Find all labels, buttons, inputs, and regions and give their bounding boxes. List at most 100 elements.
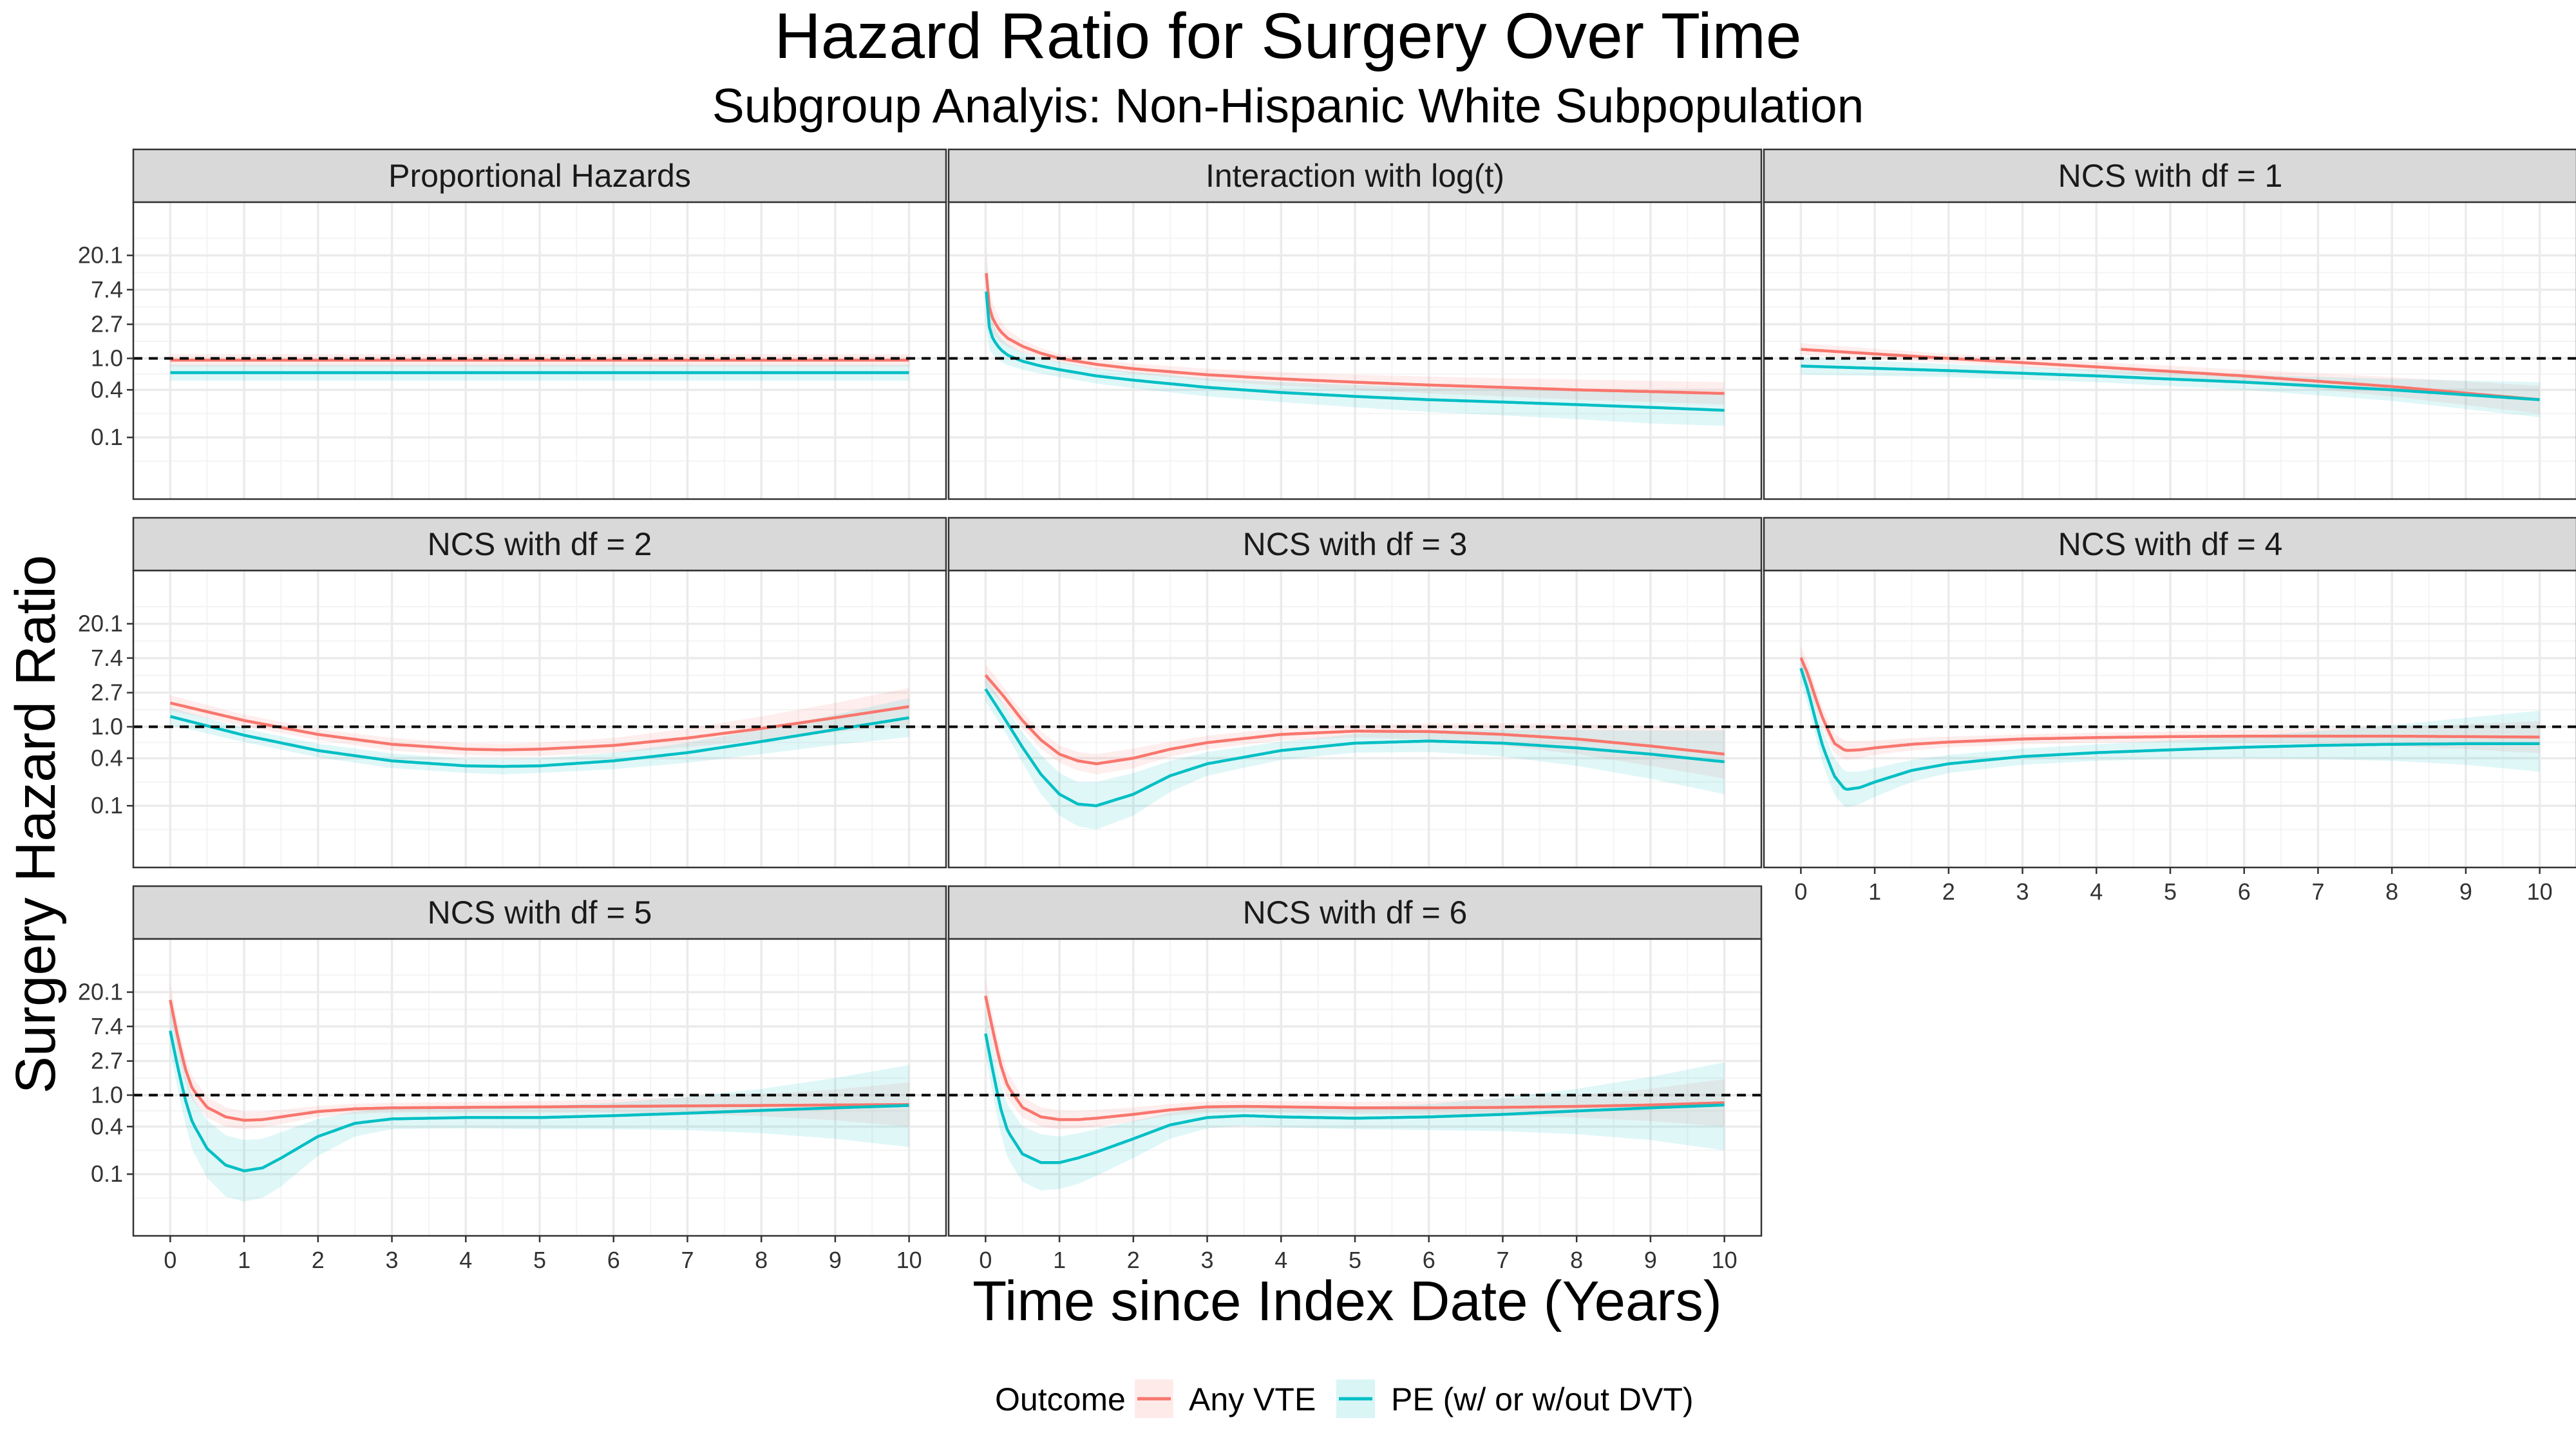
panel-data	[133, 983, 946, 1202]
y-tick-label: 2.7	[91, 311, 123, 337]
panel-data	[949, 664, 1761, 830]
x-tick-label: 10	[896, 1247, 922, 1273]
strip-background	[947, 148, 1763, 204]
x-tick-label: 8	[755, 1247, 768, 1273]
series-line	[985, 291, 1725, 412]
series-line	[1801, 348, 2540, 401]
x-tick-label: 2	[312, 1247, 325, 1273]
y-tick-label: 2.7	[91, 1048, 123, 1074]
y-tick-label: 0.4	[91, 744, 123, 771]
y-tick-label: 0.4	[91, 376, 123, 402]
x-tick-label: 2	[1127, 1247, 1140, 1273]
x-tick-label: 5	[2164, 878, 2177, 905]
panel-ncs-with-df-6: NCS with df = 6 0 1 2 3 4 5 6 7 8 9 10	[947, 885, 1763, 1273]
panel-border	[947, 201, 1763, 500]
y-axis-title: Surgery Hazard Ratio	[5, 555, 67, 1094]
series-line	[985, 272, 1725, 395]
x-tick-label: 3	[386, 1247, 399, 1273]
x-tick-label: 9	[2459, 878, 2472, 905]
y-tick-label: 20.1	[78, 979, 123, 1005]
panel-border	[947, 569, 1763, 869]
x-tick-label: 4	[2090, 878, 2103, 905]
panel-data	[1764, 646, 2576, 808]
chart-subtitle: Subgroup Analyis: Non-Hispanic White Sub…	[712, 79, 1864, 133]
y-tick-label: 7.4	[91, 276, 123, 303]
series-line	[169, 715, 909, 768]
series-line	[984, 688, 1725, 808]
strip-label: NCS with df = 1	[2058, 158, 2283, 194]
x-tick-label: 1	[1868, 878, 1881, 905]
strip-background	[1763, 148, 2576, 204]
x-tick-label: 7	[1496, 1247, 1509, 1273]
y-tick-label: 2.7	[91, 679, 123, 706]
panel-ncs-with-df-4: NCS with df = 4 0 1 2 3 4 5 6 7 8 9 10	[1763, 516, 2576, 905]
x-axis-title: Time since Index Date (Years)	[972, 1270, 1722, 1332]
x-tick-label: 8	[1570, 1247, 1583, 1273]
strip-label: NCS with df = 4	[2058, 526, 2283, 562]
y-tick-label: 1.0	[91, 1081, 123, 1108]
series-line	[169, 1030, 909, 1173]
y-tick-label: 7.4	[91, 645, 123, 671]
x-tick-label: 0	[1794, 878, 1807, 905]
x-tick-label: 1	[1053, 1247, 1066, 1273]
panel-data	[1764, 343, 2576, 417]
x-tick-label: 4	[1274, 1247, 1287, 1273]
strip-label: Proportional Hazards	[388, 158, 691, 194]
y-tick-label: 7.4	[91, 1013, 123, 1039]
x-tick-label: 8	[2385, 878, 2398, 905]
panel-data	[949, 243, 1761, 426]
ci-band	[1801, 646, 2540, 760]
legend-label-pe: PE (w/ or w/out DVT)	[1391, 1381, 1694, 1417]
x-tick-label: 6	[2238, 878, 2251, 905]
facet-panels: Proportional Hazards0.10.41.02.77.420.1I…	[78, 148, 2576, 1273]
series-line	[984, 995, 1725, 1121]
y-tick-label: 0.1	[91, 1160, 123, 1187]
x-tick-label: 3	[2016, 878, 2029, 905]
panel-interaction-with-log-t: Interaction with log(t)	[947, 148, 1763, 500]
x-tick-label: 2	[1942, 878, 1955, 905]
panel-border	[132, 569, 947, 869]
strip-label: NCS with df = 2	[428, 526, 652, 562]
x-tick-label: 10	[1712, 1247, 1738, 1273]
x-tick-label: 9	[1644, 1247, 1657, 1273]
panel-ncs-with-df-2: NCS with df = 2 0.1 0.4 1.0 2.7 7.4 20.1	[78, 516, 947, 869]
series-line	[1799, 667, 2540, 791]
x-tick-label: 7	[681, 1247, 694, 1273]
ci-band	[985, 1011, 1725, 1191]
strip-background	[132, 516, 947, 572]
x-tick-label: 6	[607, 1247, 620, 1273]
legend-label-any-vte: Any VTE	[1189, 1381, 1316, 1417]
x-tick-label: 0	[164, 1247, 176, 1273]
x-tick-label: 3	[1201, 1247, 1214, 1273]
x-tick-label: 0	[979, 1247, 992, 1273]
x-tick-label: 6	[1423, 1247, 1435, 1273]
y-tick-label: 20.1	[78, 242, 123, 269]
panel-ncs-with-df-1: NCS with df = 1	[1763, 148, 2576, 500]
strip-label: Interaction with log(t)	[1206, 158, 1504, 194]
legend: Outcome Any VTE PE (w/ or w/out DVT)	[995, 1379, 1694, 1418]
ci-band	[986, 243, 1725, 405]
series-line	[984, 674, 1725, 766]
x-tick-label: 10	[2527, 878, 2553, 905]
x-tick-label: 4	[459, 1247, 472, 1273]
panel-data	[949, 978, 1761, 1191]
strip-label: NCS with df = 6	[1243, 895, 1468, 931]
x-tick-label: 1	[238, 1247, 251, 1273]
strip-background	[947, 516, 1763, 572]
panel-proportional-hazards: Proportional Hazards 0.1 0.4 1.0 2.7 7.4 20.1	[78, 148, 947, 500]
y-tick-label: 0.1	[91, 792, 123, 819]
y-tick-label: 1.0	[91, 345, 123, 371]
strip-background	[947, 885, 1763, 940]
y-tick-label: 1.0	[91, 713, 123, 739]
ci-band	[985, 676, 1725, 830]
x-tick-label: 7	[2311, 878, 2324, 905]
ci-band	[1801, 653, 2540, 808]
series-line	[169, 999, 909, 1122]
x-tick-label: 5	[1349, 1247, 1361, 1273]
panel-border	[132, 201, 947, 500]
y-tick-label: 0.4	[91, 1113, 123, 1139]
ci-band	[170, 983, 909, 1130]
panel-data	[133, 688, 946, 775]
strip-background	[132, 885, 947, 940]
